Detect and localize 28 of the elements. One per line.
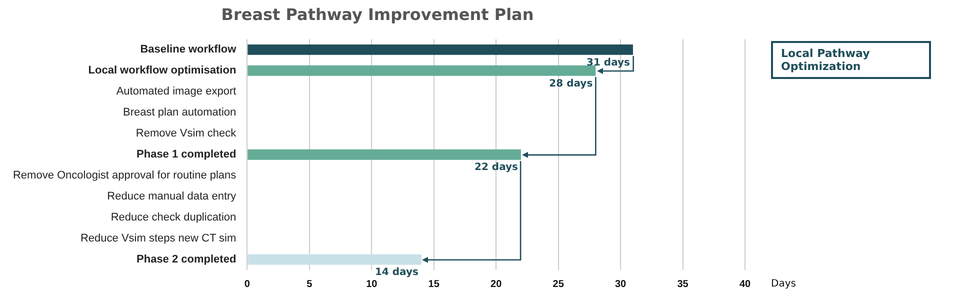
y-tick-label: Local workflow optimisation (88, 64, 236, 77)
y-tick-label: Remove Oncologist approval for routine plans (12, 170, 237, 182)
data-label: 22 days (474, 162, 518, 174)
x-tick-label: 40 (739, 278, 751, 290)
x-tick-label: 20 (490, 278, 502, 290)
y-tick-label: Reduce Vsim steps new CT sim (80, 232, 236, 245)
x-tick-label: 10 (366, 278, 378, 290)
x-axis-title: Days (771, 278, 796, 290)
y-tick-label: Breast plan automation (123, 106, 236, 119)
y-tick-label: Remove Vsim check (136, 128, 237, 140)
y-tick-label: Baseline workflow (140, 44, 237, 56)
bar (248, 44, 633, 55)
y-tick-label: Phase 1 completed (136, 148, 236, 161)
y-tick-label: Automated image export (116, 86, 236, 98)
text: Local Pathway Optimization (771, 41, 931, 80)
x-tick-label: 5 (306, 278, 313, 290)
x-tick-label: 0 (244, 278, 250, 290)
data-label: 28 days (549, 78, 593, 90)
x-tick-label: 25 (552, 278, 564, 290)
x-tick-label: 15 (428, 278, 440, 290)
data-label: 31 days (586, 57, 630, 68)
data-label: 14 days (374, 267, 418, 278)
y-tick-label: Reduce check duplication (110, 212, 236, 224)
y-tick-label: Phase 2 completed (136, 254, 236, 266)
x-tick-label: 30 (614, 278, 627, 290)
y-tick-label: Reduce manual data entry (107, 190, 237, 203)
x-tick-label: 35 (677, 278, 689, 290)
chart-title: Breast Pathway Improvement Plan (221, 4, 534, 24)
